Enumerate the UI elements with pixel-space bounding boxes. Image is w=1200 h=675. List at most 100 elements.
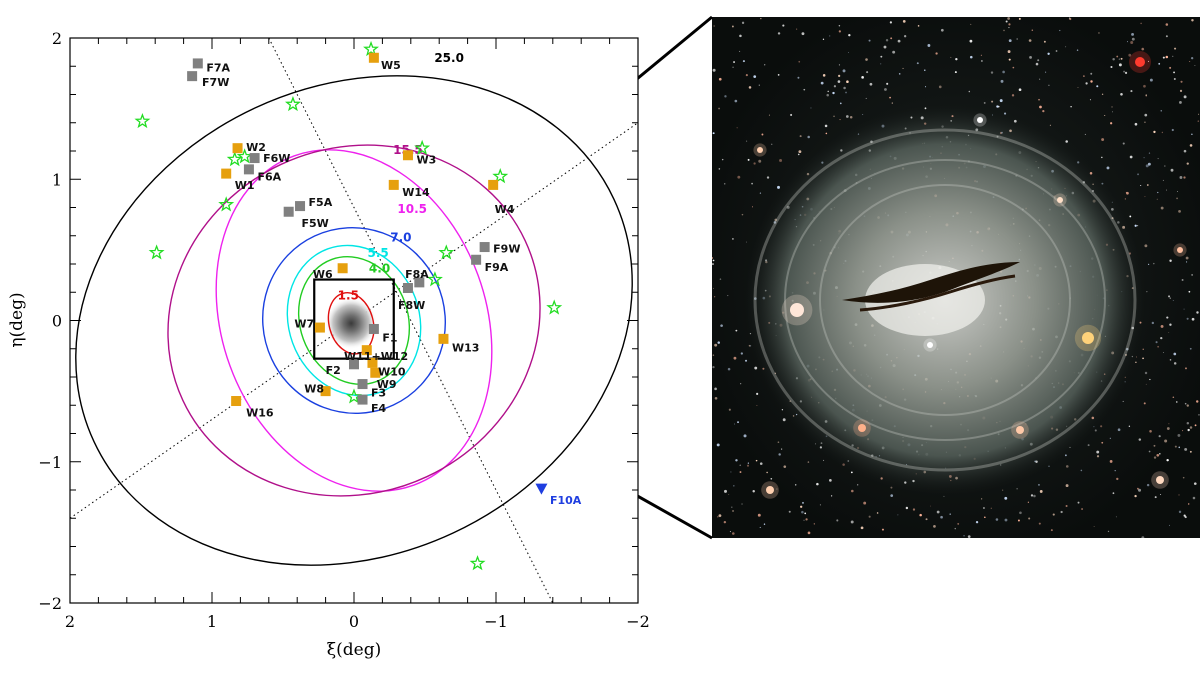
background-star xyxy=(912,508,916,511)
background-star xyxy=(764,64,766,66)
background-star xyxy=(1039,105,1042,109)
background-star xyxy=(756,392,759,395)
wide-field-label-w16: W16 xyxy=(246,406,274,419)
background-star xyxy=(734,99,738,103)
background-star xyxy=(1168,332,1170,333)
contour-label-5-5: 5.5 xyxy=(368,246,389,260)
background-star xyxy=(889,96,891,99)
background-star xyxy=(1145,383,1147,385)
background-star xyxy=(1194,424,1197,427)
background-star xyxy=(886,82,889,85)
background-star xyxy=(1191,274,1193,276)
background-star xyxy=(1171,128,1174,132)
background-star xyxy=(1080,469,1083,472)
background-star xyxy=(1189,144,1193,147)
background-star xyxy=(1153,262,1155,265)
axis-line-2 xyxy=(70,122,638,519)
field-marker-f9w xyxy=(479,242,490,253)
background-star xyxy=(741,503,743,505)
field-label-f6a: F6A xyxy=(257,170,281,183)
background-star xyxy=(1190,57,1194,60)
background-star xyxy=(1101,156,1103,159)
background-star xyxy=(1136,224,1139,227)
field-label-f7w: F7W xyxy=(202,76,229,89)
background-star xyxy=(739,50,741,52)
background-star xyxy=(1145,95,1147,97)
background-star xyxy=(1030,494,1034,497)
background-star xyxy=(839,119,841,121)
background-star xyxy=(1137,487,1139,490)
background-star xyxy=(741,213,744,216)
bright-star xyxy=(858,424,866,432)
background-star xyxy=(1178,510,1182,514)
background-star xyxy=(1183,308,1185,310)
background-star xyxy=(1153,444,1156,447)
star-marker-10 xyxy=(438,244,455,260)
background-star xyxy=(838,64,841,66)
background-star xyxy=(1018,88,1022,92)
background-star xyxy=(1049,124,1051,126)
background-star xyxy=(880,63,882,65)
background-star xyxy=(1130,90,1133,93)
background-star xyxy=(1156,453,1160,457)
star-marker-9 xyxy=(148,244,165,260)
background-star xyxy=(1173,71,1175,74)
background-star xyxy=(868,39,871,42)
background-star xyxy=(1153,130,1156,134)
background-star xyxy=(1128,53,1132,57)
background-star xyxy=(943,495,945,497)
background-star xyxy=(743,434,747,438)
background-star xyxy=(728,408,731,411)
wide-field-marker-w6 xyxy=(337,263,348,274)
background-star xyxy=(955,57,958,61)
background-star xyxy=(1147,263,1150,265)
background-star xyxy=(1052,513,1055,516)
contour-1-5 xyxy=(327,292,375,355)
background-star xyxy=(745,74,748,77)
background-star xyxy=(1065,140,1068,143)
background-star xyxy=(752,490,755,493)
star-marker-3 xyxy=(284,96,301,112)
star-marker-12 xyxy=(546,299,563,315)
background-star xyxy=(1077,501,1080,504)
background-star xyxy=(1153,456,1157,459)
background-star xyxy=(980,54,982,56)
background-star xyxy=(1159,453,1161,455)
background-star xyxy=(1085,82,1088,85)
background-star xyxy=(980,498,983,500)
background-star xyxy=(798,60,801,63)
contour-7-0 xyxy=(261,226,447,415)
background-star xyxy=(1096,450,1100,454)
wide-field-label-w4: W4 xyxy=(495,203,515,216)
background-star xyxy=(1126,41,1129,43)
background-star xyxy=(848,34,851,37)
background-star xyxy=(1143,402,1146,405)
x-axis-label: ξ(deg) xyxy=(327,640,381,660)
background-star xyxy=(807,531,811,535)
background-star xyxy=(829,35,831,37)
background-star xyxy=(866,71,869,74)
background-star xyxy=(846,80,849,84)
bright-star xyxy=(977,117,983,123)
background-star xyxy=(753,75,757,79)
background-star xyxy=(1035,62,1039,66)
background-star xyxy=(1185,256,1189,260)
background-star xyxy=(1008,23,1011,26)
background-star xyxy=(1166,427,1170,430)
background-star xyxy=(1115,516,1117,518)
background-star xyxy=(983,101,986,104)
background-star xyxy=(1098,32,1100,34)
background-star xyxy=(1116,55,1119,58)
background-star xyxy=(803,519,805,521)
field-label-f3: F3 xyxy=(371,387,386,400)
background-star xyxy=(1109,460,1113,463)
background-star xyxy=(766,176,770,179)
green-stars xyxy=(134,40,563,571)
background-star xyxy=(1120,93,1123,96)
background-star xyxy=(838,30,841,33)
background-star xyxy=(1147,60,1150,62)
field-label-f1: F1 xyxy=(382,331,397,344)
background-star xyxy=(869,82,873,86)
star-marker-6 xyxy=(236,148,253,164)
